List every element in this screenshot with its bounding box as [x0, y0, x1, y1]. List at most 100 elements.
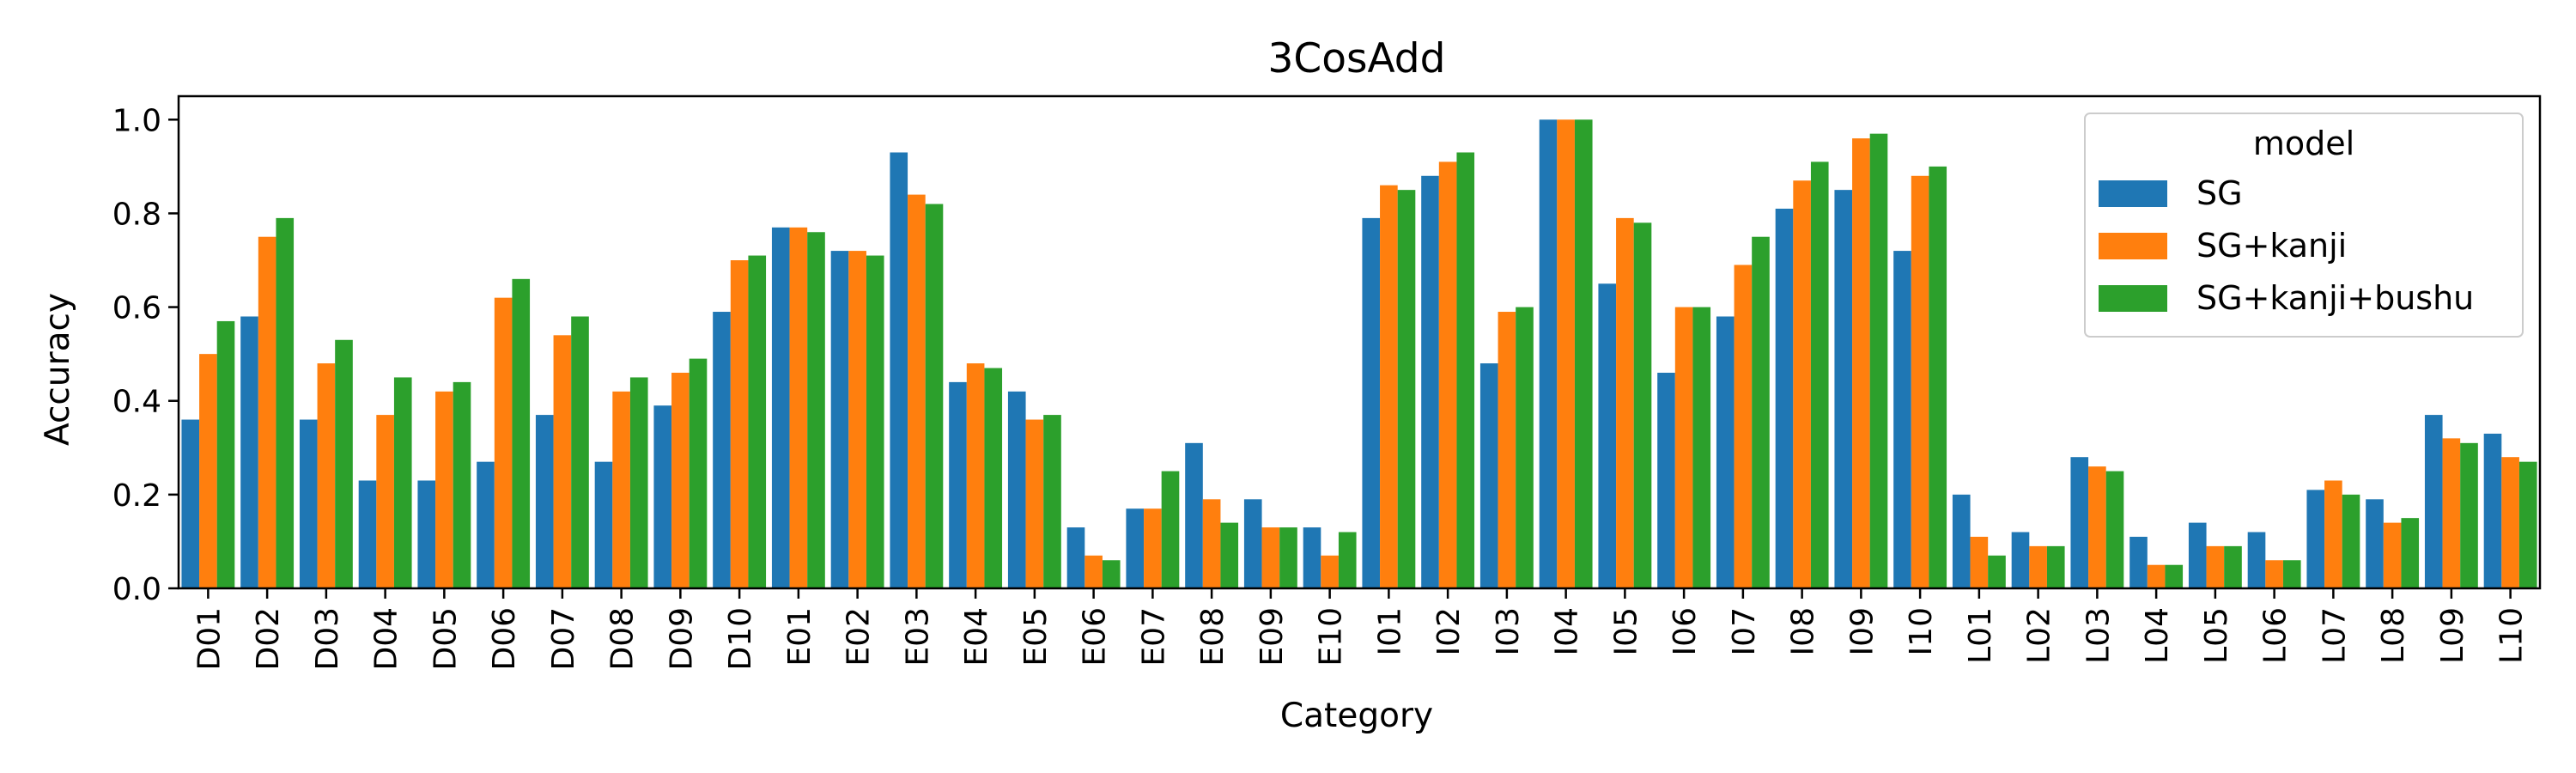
- bar-d03-s0: [299, 419, 318, 588]
- bar-i02-s0: [1421, 175, 1439, 588]
- bar-l04-s0: [2129, 536, 2148, 588]
- x-tick-label-d01: D01: [191, 607, 227, 671]
- bar-d08-s0: [594, 461, 613, 588]
- plot-area: [181, 119, 2537, 589]
- bar-l04-s1: [2147, 564, 2166, 588]
- bar-i05-s1: [1616, 217, 1634, 588]
- bar-l03-s2: [2105, 471, 2124, 588]
- legend-box: [2084, 113, 2524, 338]
- y-axis-label: Accuracy: [39, 293, 77, 446]
- chart-title: 3CosAdd: [1268, 35, 1446, 82]
- bar-e01-s0: [771, 227, 790, 588]
- bar-e01-s2: [807, 232, 825, 588]
- bar-l02-s0: [2011, 532, 2030, 588]
- bar-i07-s1: [1734, 265, 1753, 588]
- bar-e06-s1: [1084, 555, 1103, 588]
- bar-d01-s0: [181, 419, 200, 588]
- bar-d04-s1: [376, 415, 394, 588]
- x-tick-label-i01: I01: [1372, 607, 1407, 655]
- bar-e05-s0: [1007, 391, 1026, 588]
- x-tick-label-i04: I04: [1550, 607, 1585, 655]
- bar-i10-s1: [1911, 175, 1929, 588]
- bar-e07-s2: [1161, 471, 1180, 588]
- bar-d05-s1: [435, 391, 453, 588]
- bar-d04-s2: [393, 377, 412, 588]
- bar-i01-s0: [1362, 217, 1381, 588]
- x-axis-label: Category: [1280, 697, 1433, 735]
- x-tick-label-e09: E09: [1255, 607, 1290, 666]
- bar-d02-s1: [258, 236, 276, 588]
- x-tick-label-e07: E07: [1136, 607, 1171, 666]
- bar-e07-s0: [1126, 508, 1145, 588]
- x-tick-label-i02: I02: [1431, 607, 1467, 655]
- bar-i06-s0: [1657, 372, 1675, 588]
- bar-e06-s2: [1102, 560, 1121, 588]
- bar-l01-s2: [1988, 555, 2006, 588]
- bar-d08-s2: [629, 377, 648, 588]
- bar-i06-s2: [1692, 307, 1711, 588]
- bar-e08-s2: [1220, 522, 1239, 588]
- bar-l08-s1: [2383, 522, 2402, 588]
- y-tick-label: 0.8: [112, 197, 161, 232]
- bar-l04-s2: [2165, 564, 2184, 588]
- bar-d01-s2: [216, 320, 235, 588]
- bar-i03-s2: [1516, 307, 1534, 588]
- bar-l05-s2: [2224, 545, 2242, 588]
- x-tick-label-l10: L10: [2494, 607, 2530, 664]
- bar-i08-s1: [1793, 180, 1811, 588]
- legend-swatch-s2: [2099, 285, 2167, 312]
- bar-l08-s0: [2366, 499, 2384, 588]
- bar-l03-s0: [2070, 457, 2089, 588]
- x-tick-label-d04: D04: [369, 607, 404, 671]
- bar-e04-s2: [984, 368, 1003, 588]
- bar-i09-s0: [1834, 190, 1853, 588]
- bar-i10-s2: [1929, 166, 1947, 588]
- bar-i06-s1: [1674, 307, 1693, 588]
- bar-l02-s1: [2029, 545, 2047, 588]
- bar-i04-s1: [1557, 119, 1575, 589]
- bar-l05-s1: [2206, 545, 2225, 588]
- x-tick-label-d02: D02: [251, 607, 286, 671]
- y-tick-label: 0.0: [112, 572, 161, 607]
- bar-d02-s0: [240, 316, 258, 588]
- x-tick-label-i07: I07: [1727, 607, 1762, 655]
- x-tick-label-d06: D06: [487, 607, 522, 671]
- x-tick-label-i09: I09: [1844, 607, 1880, 655]
- x-tick-label-d09: D09: [664, 607, 699, 671]
- x-tick-label-i08: I08: [1786, 607, 1821, 655]
- bar-e04-s0: [949, 381, 967, 588]
- bar-l09-s2: [2460, 442, 2478, 588]
- bar-e09-s0: [1243, 499, 1262, 588]
- x-tick-label-e10: E10: [1314, 607, 1349, 666]
- bar-i09-s2: [1869, 133, 1888, 588]
- bar-d06-s2: [512, 278, 531, 588]
- y-tick-label: 0.4: [112, 385, 161, 420]
- bar-e08-s0: [1185, 442, 1203, 588]
- x-tick-label-e03: E03: [900, 607, 935, 666]
- bar-d01-s1: [199, 354, 217, 588]
- bar-e08-s1: [1202, 499, 1221, 588]
- x-tick-label-l03: L03: [2081, 607, 2116, 664]
- bar-i08-s2: [1810, 161, 1829, 588]
- x-tick-label-e01: E01: [782, 607, 817, 666]
- legend-label-s1: SG+kanji: [2196, 227, 2347, 265]
- bar-l06-s1: [2265, 560, 2283, 588]
- bar-i08-s0: [1775, 208, 1794, 588]
- bar-l06-s2: [2282, 560, 2301, 588]
- bar-l10-s1: [2501, 457, 2519, 588]
- bar-d07-s2: [571, 316, 589, 588]
- x-tick-label-l04: L04: [2140, 607, 2175, 664]
- bar-d10-s0: [713, 312, 731, 588]
- bar-e02-s0: [830, 251, 849, 588]
- bar-e09-s2: [1279, 527, 1297, 588]
- bar-l01-s1: [1970, 536, 1989, 588]
- x-tick-label-l08: L08: [2376, 607, 2411, 664]
- bar-d10-s1: [730, 260, 749, 588]
- legend-swatch-s1: [2099, 233, 2167, 259]
- x-tick-label-e04: E04: [959, 607, 994, 666]
- bar-e05-s1: [1025, 419, 1044, 588]
- bar-e10-s0: [1303, 527, 1321, 588]
- legend-label-s2: SG+kanji+bushu: [2196, 279, 2474, 317]
- x-tick-label-e02: E02: [841, 607, 877, 666]
